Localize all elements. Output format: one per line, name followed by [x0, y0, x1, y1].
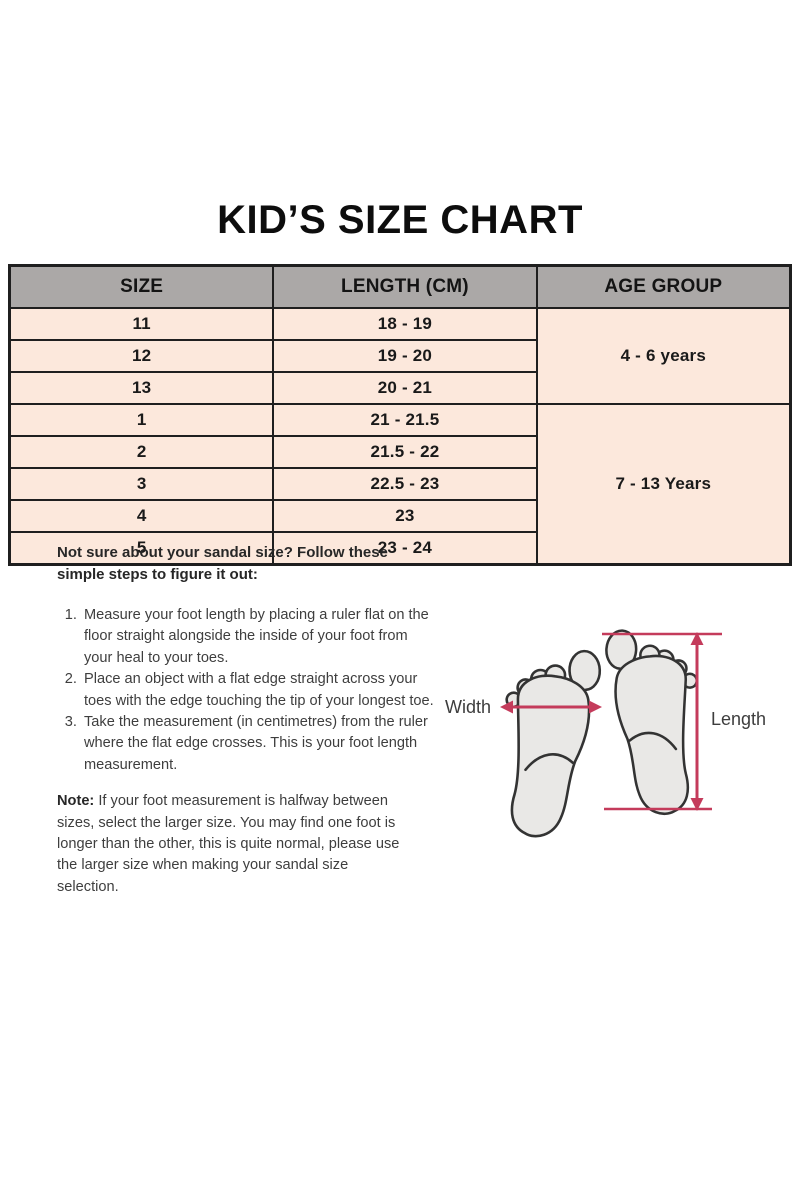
size-chart-table: SIZE LENGTH (CM) AGE GROUP 11 18 - 19 4 …: [8, 264, 792, 566]
width-arrow: [500, 700, 602, 714]
table-row: 11 18 - 19 4 - 6 years: [8, 307, 792, 405]
column-header-size: SIZE: [8, 264, 275, 309]
note-text: If your foot measurement is halfway betw…: [57, 793, 400, 895]
table-row: 1 21 - 21.5 7 - 13 Years: [8, 403, 792, 566]
table-header-row: SIZE LENGTH (CM) AGE GROUP: [8, 264, 792, 309]
table-row: 12 19 - 20: [8, 339, 791, 373]
foot-measurement-diagram: Width Length: [445, 629, 766, 838]
length-cell: 21.5 - 22: [272, 435, 538, 469]
column-header-age-group: AGE GROUP: [535, 264, 792, 309]
measurement-steps-list: Measure your foot length by placing a ru…: [57, 605, 435, 776]
size-cell: 12: [8, 339, 275, 373]
length-arrow: [602, 632, 722, 811]
guide-intro-line: Not sure about your sandal size? Follow …: [57, 544, 388, 561]
length-cell: 20 - 21: [272, 371, 538, 405]
size-cell: 3: [8, 467, 275, 501]
table-row: 13 20 - 21: [8, 371, 791, 405]
size-cell: 13: [8, 371, 275, 405]
size-note: Note: If your foot measurement is halfwa…: [57, 791, 409, 898]
age-group-cell: 7 - 13 Years: [535, 403, 792, 566]
measurement-step: Measure your foot length by placing a ru…: [81, 605, 435, 669]
length-label: Length: [711, 709, 766, 729]
width-label: Width: [445, 697, 491, 717]
size-cell: 5: [8, 531, 275, 566]
left-foot-illustration: [505, 649, 602, 838]
measurement-step: Take the measurement (in centimetres) fr…: [81, 712, 435, 776]
table-row: 4 23: [8, 499, 791, 533]
table-row: 3 22.5 - 23: [8, 467, 791, 501]
size-cell: 11: [8, 307, 275, 341]
length-cell: 21 - 21.5: [272, 403, 538, 437]
length-cell: 23: [272, 499, 538, 533]
table-row: 2 21.5 - 22: [8, 435, 791, 469]
length-cell: 23 - 24: [272, 531, 538, 566]
column-header-length: LENGTH (CM): [272, 264, 538, 309]
length-cell: 19 - 20: [272, 339, 538, 373]
size-cell: 4: [8, 499, 275, 533]
note-label: Note:: [57, 793, 95, 810]
age-group-cell: 4 - 6 years: [535, 307, 792, 405]
measurement-step: Place an object with a flat edge straigh…: [81, 669, 435, 712]
size-cell: 1: [8, 403, 275, 437]
guide-intro-line: simple steps to figure it out:: [57, 565, 258, 583]
measuring-guide: Not sure about your sandal size? Follow …: [57, 542, 439, 898]
length-cell: 22.5 - 23: [272, 467, 538, 501]
guide-intro: Not sure about your sandal size? Follow …: [57, 542, 439, 585]
length-cell: 18 - 19: [272, 307, 538, 341]
table-row: 5 23 - 24: [8, 531, 791, 566]
size-cell: 2: [8, 435, 275, 469]
page-title: KID’S SIZE CHART: [217, 198, 583, 242]
